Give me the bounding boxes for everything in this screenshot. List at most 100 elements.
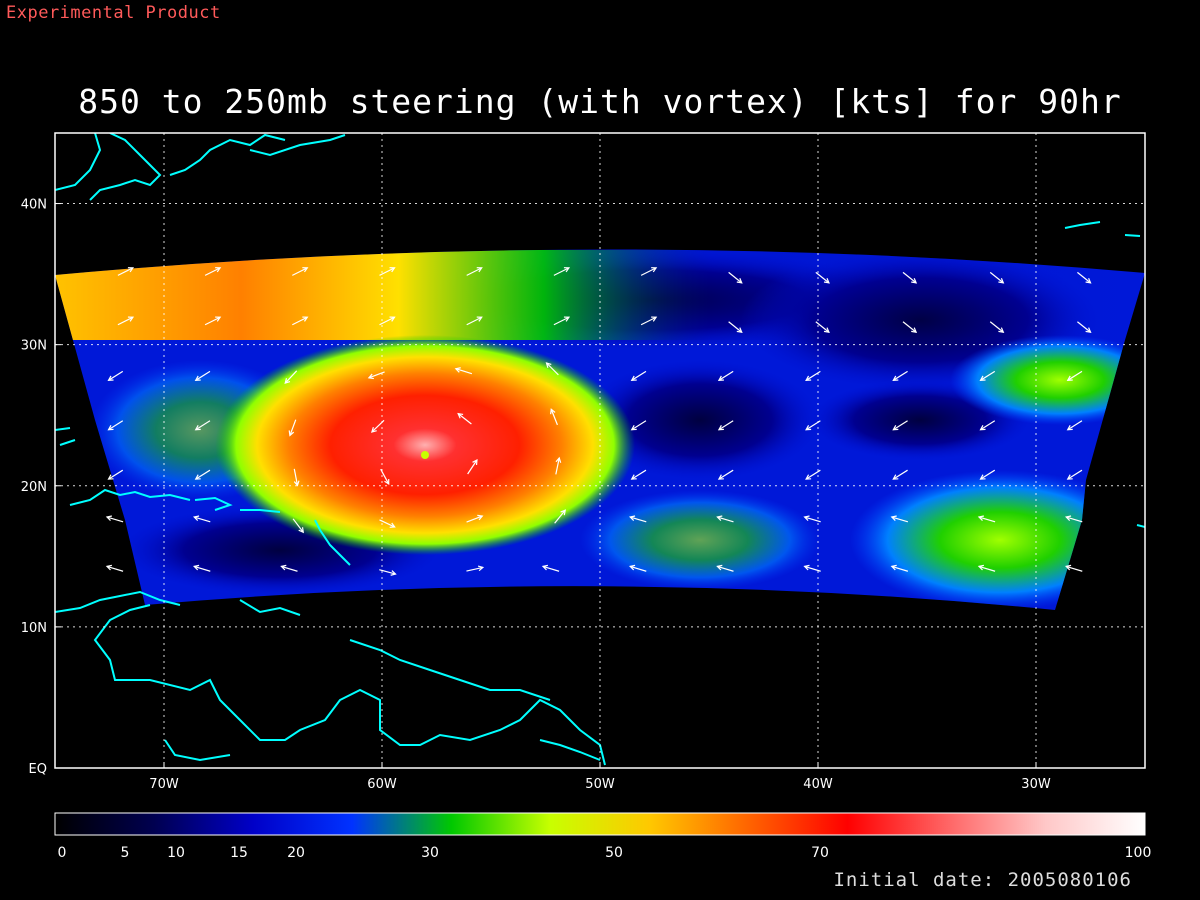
wind-vector	[892, 370, 908, 381]
wind-vector	[379, 519, 396, 528]
wind-vector	[466, 267, 483, 276]
wind-vector	[292, 267, 309, 276]
lat-tick-label: EQ	[29, 762, 47, 777]
wind-vector	[280, 564, 298, 572]
lon-tick-label: 50W	[585, 777, 615, 792]
colorbar	[54, 812, 1146, 836]
wind-vector	[292, 316, 309, 326]
wind-vector	[717, 420, 734, 431]
wind-vector	[902, 271, 918, 284]
lat-tick-label: 20N	[21, 480, 47, 495]
wind-vector	[630, 469, 647, 480]
wind-vector	[815, 271, 830, 284]
wind-vector	[454, 367, 473, 375]
wind-vector	[550, 408, 558, 426]
wind-vector	[457, 412, 472, 425]
lon-tick-label: 40W	[803, 777, 833, 792]
wind-vector	[892, 420, 908, 431]
wind-vector	[717, 370, 734, 381]
wind-vector	[466, 565, 485, 572]
wind-vector	[204, 267, 222, 276]
longitude-labels: 70W 60W 50W 40W 30W	[149, 762, 1051, 792]
latitude-labels: 40N 30N 20N 10N EQ	[21, 198, 61, 777]
wind-vector	[194, 370, 211, 381]
colorbar-tick-label: 30	[421, 845, 439, 861]
wind-vector	[630, 370, 647, 381]
wind-vector	[288, 419, 297, 437]
wind-vector	[628, 564, 647, 572]
wind-vector	[979, 420, 996, 431]
wind-vector	[379, 316, 396, 326]
lon-tick-label: 30W	[1021, 777, 1051, 792]
wind-vector	[194, 469, 211, 480]
lat-lon-grid	[55, 133, 1145, 768]
wind-vector	[192, 564, 211, 572]
wind-vector	[977, 515, 996, 523]
wind-vector	[815, 321, 830, 334]
wind-vector	[117, 267, 135, 276]
wind-vector	[105, 515, 124, 523]
wind-vector	[1064, 564, 1083, 572]
wind-vector	[717, 469, 734, 480]
wind-vector	[379, 569, 397, 576]
wind-vector	[1077, 321, 1092, 334]
wind-vector	[367, 371, 385, 380]
wind-vector	[292, 518, 305, 534]
wind-vector	[1066, 420, 1083, 431]
lon-tick-label: 60W	[367, 777, 397, 792]
coastlines	[55, 133, 1145, 766]
colorbar-tick-label: 15	[230, 845, 248, 861]
lat-tick-label: 10N	[21, 621, 47, 636]
wind-vector	[728, 321, 743, 334]
wind-vector	[630, 420, 647, 431]
wind-vector	[553, 316, 571, 326]
wind-vector	[466, 316, 483, 326]
wind-vector	[284, 370, 298, 385]
wind-vector	[555, 456, 562, 475]
wind-vector	[977, 564, 996, 572]
wind-vector	[805, 370, 821, 381]
steering-vectors	[105, 267, 1092, 576]
wind-vector	[379, 267, 396, 276]
wind-vector	[890, 564, 909, 572]
colorbar-tick-label: 0	[58, 845, 67, 861]
colorbar-labels: 0 5 10 15 20 30 50 70 100	[58, 845, 1152, 861]
wind-vector	[1066, 469, 1083, 480]
wind-vector	[890, 515, 909, 523]
wind-vector	[892, 469, 908, 480]
wind-vector	[467, 458, 478, 475]
wind-vector	[979, 370, 996, 381]
wind-vector	[716, 515, 734, 523]
wind-vector	[902, 321, 918, 334]
colorbar-tick-label: 10	[167, 845, 185, 861]
wind-vector	[1066, 370, 1083, 381]
wind-vector	[640, 316, 658, 326]
wind-vector	[803, 515, 821, 523]
wind-vector	[803, 564, 821, 572]
wind-vector	[1064, 515, 1083, 523]
wind-vector	[192, 515, 211, 523]
initial-date-label: Initial date: 2005080106	[833, 869, 1132, 891]
colorbar-tick-label: 20	[287, 845, 305, 861]
wind-vector	[989, 271, 1005, 284]
lat-tick-label: 30N	[21, 339, 47, 354]
lat-tick-label: 40N	[21, 198, 47, 213]
wind-vector	[640, 267, 658, 276]
wind-vector	[628, 515, 647, 523]
wind-vector	[466, 514, 484, 523]
wind-vector	[979, 469, 996, 480]
wind-vector	[1077, 271, 1092, 284]
wind-vector	[716, 564, 734, 572]
wind-vector	[293, 468, 300, 487]
wind-vector	[107, 469, 124, 480]
colorbar-tick-label: 100	[1125, 845, 1152, 861]
wind-vector	[204, 316, 222, 326]
wind-vector	[105, 564, 124, 572]
lon-tick-label: 70W	[149, 777, 179, 792]
wind-vector	[728, 271, 743, 284]
wind-vector	[107, 420, 124, 431]
wind-vector	[545, 362, 559, 376]
colorbar-tick-label: 50	[605, 845, 623, 861]
wind-vector	[117, 316, 135, 326]
